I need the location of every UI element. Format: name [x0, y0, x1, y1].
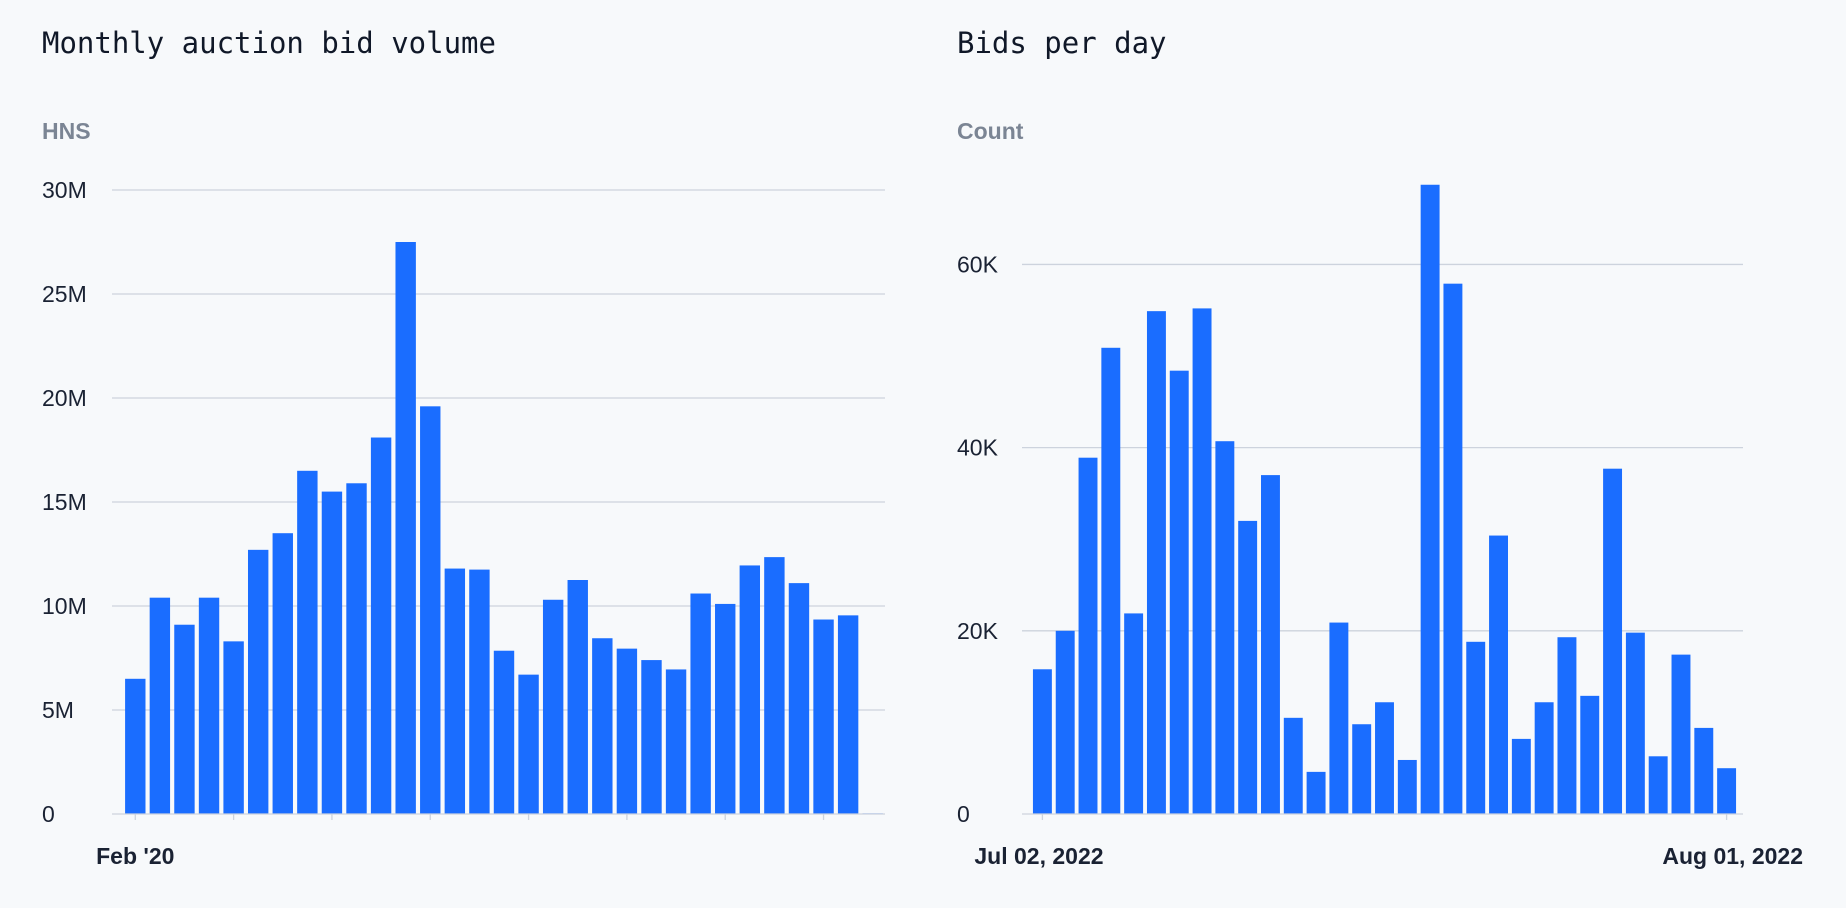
bar: [321, 491, 343, 814]
bar: [1397, 759, 1417, 814]
chart-bids-per-day: Bids per day Count 0 20K 40K 60K Jul 02, 20…: [915, 0, 1846, 908]
bar: [1557, 637, 1577, 814]
bar: [1534, 702, 1554, 814]
bar: [125, 678, 146, 814]
bar: [641, 660, 662, 814]
bar: [395, 242, 416, 814]
bar: [444, 568, 466, 814]
bar: [1169, 370, 1189, 814]
bar: [493, 650, 515, 814]
bar: [1215, 441, 1235, 814]
bar: [1055, 630, 1075, 814]
bar: [542, 599, 564, 814]
y-tick-label: 20K: [957, 618, 999, 644]
bar: [198, 597, 220, 814]
bar: [665, 669, 687, 814]
y-tick-label: 15M: [42, 489, 87, 515]
x-tick-label-start: Jul 02, 2022: [974, 843, 1103, 869]
bar: [788, 583, 810, 814]
bar: [1078, 457, 1098, 814]
bar: [1466, 641, 1486, 814]
bar-chart-plot: 0 5M 10M 15M 20M 25M 30M Feb '20: [42, 177, 885, 869]
bar: [1146, 311, 1166, 814]
bar: [739, 565, 761, 814]
chart-title: Monthly auction bid volume: [42, 26, 496, 60]
bar: [1580, 695, 1600, 814]
bar: [1671, 654, 1691, 814]
bar: [1443, 283, 1463, 814]
bar: [1101, 347, 1121, 814]
bar: [1511, 738, 1531, 814]
bar: [813, 619, 834, 814]
bar: [690, 593, 711, 814]
bar: [1352, 724, 1372, 814]
bar: [616, 648, 638, 814]
bar: [1124, 613, 1144, 814]
bar: [272, 533, 293, 814]
bar: [149, 597, 171, 814]
bar: [1489, 535, 1508, 814]
y-tick-label: 0: [42, 801, 55, 827]
bar: [1192, 308, 1212, 814]
bar: [297, 470, 318, 814]
y-tick-label: 30M: [42, 177, 87, 203]
x-tick-label-end: Aug 01, 2022: [1662, 843, 1803, 869]
bar: [1283, 717, 1303, 814]
chart-monthly-bid-volume: Monthly auction bid volume HNS 0 5M 10M 15M…: [0, 0, 910, 908]
bar: [1261, 475, 1280, 814]
bar-chart-plot: 0 20K 40K 60K Jul 02, 2022 Aug 01, 2022: [957, 184, 1803, 869]
bar: [1238, 520, 1258, 814]
bar: [1375, 702, 1394, 814]
y-axis-unit-label: HNS: [42, 118, 91, 144]
y-tick-label: 0: [957, 801, 970, 827]
bar: [370, 437, 392, 814]
bar: [1603, 468, 1623, 814]
chart-title: Bids per day: [957, 26, 1167, 60]
bar: [174, 624, 195, 814]
bar: [715, 603, 736, 814]
bar: [592, 638, 613, 814]
bar: [764, 557, 785, 814]
bar: [469, 569, 490, 814]
bar: [1329, 622, 1349, 814]
bar: [1648, 756, 1668, 814]
bar: [247, 549, 269, 814]
y-tick-label: 60K: [957, 251, 999, 277]
y-tick-label: 5M: [42, 697, 74, 723]
y-tick-label: 10M: [42, 593, 87, 619]
y-tick-label: 40K: [957, 435, 999, 461]
y-tick-label: 25M: [42, 281, 87, 307]
bar: [1717, 768, 1737, 814]
bar: [1625, 632, 1645, 814]
y-tick-label: 20M: [42, 385, 87, 411]
bar: [420, 406, 441, 814]
bar: [567, 580, 588, 814]
y-axis-unit-label: Count: [957, 118, 1024, 144]
x-tick-label-start: Feb '20: [96, 843, 174, 869]
bar: [518, 674, 539, 814]
bar: [346, 483, 367, 814]
bar: [1032, 669, 1052, 814]
bar: [1694, 727, 1714, 814]
bar: [1420, 184, 1440, 815]
bar: [223, 641, 244, 814]
bar: [1306, 771, 1326, 814]
bar: [837, 615, 859, 814]
